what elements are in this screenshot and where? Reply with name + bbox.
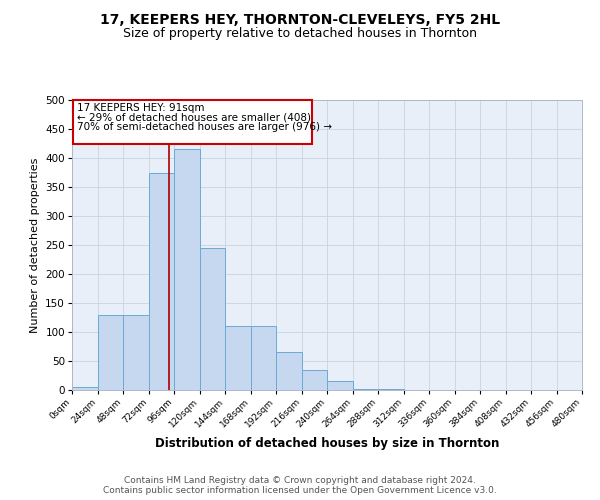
Bar xyxy=(276,352,302,390)
Bar xyxy=(72,387,97,390)
Text: Contains HM Land Registry data © Crown copyright and database right 2024.
Contai: Contains HM Land Registry data © Crown c… xyxy=(103,476,497,495)
Text: 17, KEEPERS HEY, THORNTON-CLEVELEYS, FY5 2HL: 17, KEEPERS HEY, THORNTON-CLEVELEYS, FY5… xyxy=(100,12,500,26)
Bar xyxy=(97,314,123,390)
FancyBboxPatch shape xyxy=(73,100,312,144)
Text: Size of property relative to detached houses in Thornton: Size of property relative to detached ho… xyxy=(123,28,477,40)
Bar xyxy=(378,389,404,390)
Bar xyxy=(199,248,225,390)
Bar xyxy=(149,172,174,390)
Text: 17 KEEPERS HEY: 91sqm: 17 KEEPERS HEY: 91sqm xyxy=(77,104,205,114)
Y-axis label: Number of detached properties: Number of detached properties xyxy=(30,158,40,332)
Bar xyxy=(353,389,378,390)
Bar xyxy=(327,382,353,390)
Bar xyxy=(123,314,149,390)
Bar xyxy=(225,326,251,390)
Bar xyxy=(302,370,327,390)
X-axis label: Distribution of detached houses by size in Thornton: Distribution of detached houses by size … xyxy=(155,438,499,450)
Text: 70% of semi-detached houses are larger (976) →: 70% of semi-detached houses are larger (… xyxy=(77,122,332,132)
Bar xyxy=(174,150,199,390)
Text: ← 29% of detached houses are smaller (408): ← 29% of detached houses are smaller (40… xyxy=(77,113,311,123)
Bar xyxy=(251,326,276,390)
